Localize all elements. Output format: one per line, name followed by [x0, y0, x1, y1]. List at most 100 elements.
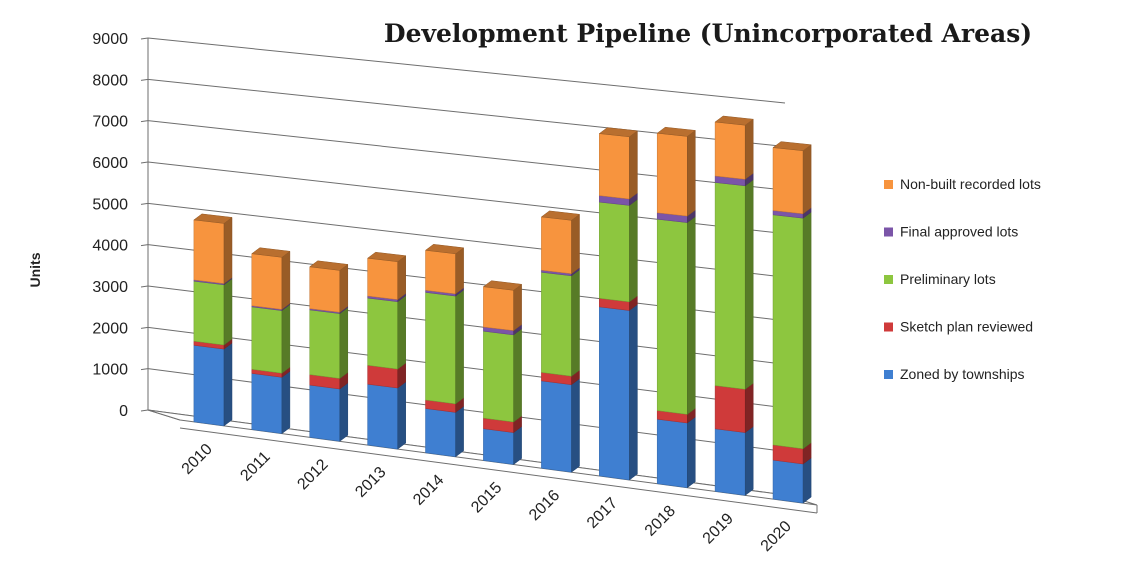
x-tick-label: 2012: [294, 456, 331, 493]
bar-side-face: [687, 129, 696, 217]
bar-side-face: [744, 118, 754, 180]
bar-stack-2014: [424, 244, 465, 458]
bar-front-face: [309, 309, 341, 379]
y-tick-mark: [140, 409, 149, 412]
bar-segment: [772, 141, 812, 215]
bar-front-face: [425, 292, 456, 405]
bar-top-face: [309, 260, 349, 271]
bar-stack-2017: [598, 127, 639, 481]
legend-swatch: [884, 227, 893, 237]
bar-side-face: [802, 144, 812, 215]
y-tick-mark: [140, 285, 149, 288]
bar-side-face: [744, 382, 754, 434]
bar-front-face: [714, 385, 746, 433]
y-tick-mark: [140, 326, 149, 329]
bar-front-face: [367, 257, 398, 300]
legend-item: Non-built recorded lots: [884, 176, 1041, 192]
bar-top-face: [656, 126, 696, 137]
bar-segment: [251, 304, 291, 374]
legend-label: Non-built recorded lots: [900, 176, 1041, 192]
bar-front-face: [193, 219, 225, 284]
bar-front-face: [309, 266, 341, 313]
legend-item: Sketch plan reviewed: [884, 319, 1033, 335]
bar-top-face: [482, 280, 523, 291]
x-tick-label: 2011: [237, 448, 273, 484]
bar-segment: [424, 244, 465, 295]
bar-stack-2013: [366, 251, 407, 450]
y-tick-label: 7000: [92, 114, 128, 131]
y-tick-label: 2000: [92, 320, 128, 337]
bar-segment: [772, 211, 812, 450]
x-tick-label: 2014: [410, 472, 447, 509]
y-tick-label: 3000: [92, 279, 128, 296]
bar-segment: [309, 372, 349, 390]
bar-front-face: [714, 428, 746, 496]
bar-segment: [541, 378, 580, 473]
y-tick-mark: [140, 202, 149, 205]
bar-top-face: [540, 210, 581, 221]
y-tick-mark: [140, 37, 149, 40]
legend-label: Sketch plan reviewed: [900, 319, 1033, 335]
bar-side-face: [802, 211, 812, 450]
bar-front-face: [541, 216, 572, 274]
bar-segment: [540, 210, 581, 275]
bar-side-face: [513, 283, 522, 332]
bar-segment: [366, 251, 407, 301]
bar-segment: [656, 216, 696, 415]
bar-segment: [714, 382, 754, 434]
y-axis-ticks: 0 1000 2000 3000 4000 5000 6000 7000 8000 9000: [92, 31, 149, 420]
bar-side-face: [223, 216, 233, 285]
bar-segment: [714, 426, 754, 496]
bar-segment: [772, 442, 812, 465]
bar-front-face: [193, 280, 225, 346]
bar-stack-2019: [714, 115, 754, 496]
x-tick-label: 2018: [642, 502, 679, 539]
bar-front-face: [714, 121, 746, 180]
bar-segment: [714, 179, 754, 390]
chart-walls: [147, 38, 181, 421]
bar-side-face: [513, 328, 522, 423]
bar-segment: [309, 307, 349, 379]
bar-segment: [367, 381, 406, 450]
bar-stack-2015: [482, 280, 523, 465]
y-axis-title: Units: [27, 252, 43, 287]
y-tick-mark: [140, 120, 149, 123]
y-tick-label: 9000: [92, 31, 128, 48]
bar-front-face: [772, 214, 804, 450]
bar-front-face: [367, 383, 398, 450]
legend-item: Preliminary lots: [884, 271, 996, 287]
left-wall-edge: [147, 38, 181, 421]
bar-side-face: [339, 307, 349, 379]
x-tick-label: 2015: [468, 479, 505, 516]
bar-front-face: [656, 218, 688, 415]
bar-front-face: [251, 373, 283, 434]
bar-side-face: [571, 378, 580, 473]
bar-segment: [367, 295, 406, 370]
legend-swatch: [884, 275, 893, 284]
bar-segment: [598, 127, 639, 200]
bar-top-face: [772, 141, 812, 151]
bar-top-face: [598, 127, 639, 138]
bar-side-face: [571, 269, 580, 377]
bar-stack-2018: [656, 126, 696, 489]
bar-side-face: [687, 416, 696, 489]
bar-side-face: [397, 295, 406, 370]
y-tick-label: 8000: [92, 72, 128, 89]
legend-item: Final approved lots: [884, 224, 1018, 240]
bars: [193, 115, 812, 504]
y-tick-mark: [140, 368, 149, 371]
y-tick-label: 1000: [92, 362, 128, 379]
bar-side-face: [339, 382, 349, 442]
legend: Non-built recorded lots Final approved lo…: [884, 176, 1041, 382]
bar-front-face: [656, 132, 688, 217]
bar-side-face: [629, 304, 638, 481]
bar-side-face: [629, 130, 638, 200]
bar-side-face: [281, 370, 291, 435]
bar-stack-2010: [193, 213, 233, 427]
legend-label: Final approved lots: [900, 224, 1018, 240]
x-tick-label: 2013: [352, 464, 389, 501]
x-tick-label: 2020: [758, 518, 795, 555]
bar-stack-2016: [540, 210, 581, 473]
bar-front-face: [483, 330, 514, 423]
